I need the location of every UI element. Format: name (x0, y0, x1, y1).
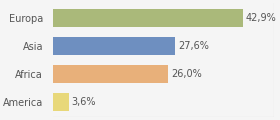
Bar (53, 9, 243, 27)
Text: 42,9%: 42,9% (246, 13, 277, 23)
Bar (53, 37, 175, 55)
Text: 26,0%: 26,0% (171, 69, 202, 79)
Text: 3,6%: 3,6% (72, 97, 96, 107)
Text: 27,6%: 27,6% (178, 41, 209, 51)
Bar (53, 65, 168, 83)
Bar (53, 93, 69, 111)
